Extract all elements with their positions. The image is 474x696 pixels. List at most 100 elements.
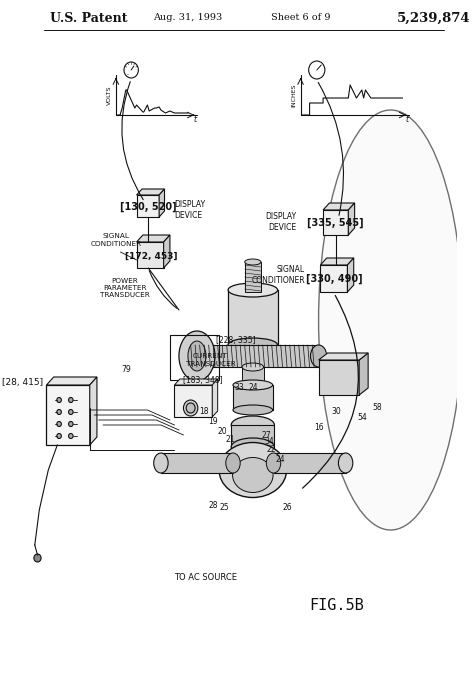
Bar [273, 453, 346, 473]
Text: 54: 54 [357, 413, 367, 422]
Circle shape [69, 422, 73, 427]
Polygon shape [137, 189, 164, 195]
Text: POWER
PARAMETER
TRANSDUCER: POWER PARAMETER TRANSDUCER [100, 278, 150, 298]
Text: 79: 79 [121, 365, 131, 374]
Text: 30: 30 [332, 407, 341, 416]
Bar [245, 262, 261, 292]
Text: VOLTS: VOLTS [107, 85, 112, 105]
Ellipse shape [154, 453, 168, 473]
Ellipse shape [188, 341, 206, 371]
Ellipse shape [319, 110, 463, 530]
Bar [174, 385, 212, 417]
Text: DISPLAY
DEVICE: DISPLAY DEVICE [265, 212, 296, 232]
Bar [242, 367, 264, 385]
Text: 58: 58 [373, 404, 382, 413]
Ellipse shape [266, 453, 281, 473]
Text: 34: 34 [264, 438, 274, 447]
Bar [137, 242, 164, 268]
Text: [330, 490]: [330, 490] [306, 274, 362, 284]
Circle shape [309, 61, 325, 79]
Circle shape [57, 409, 61, 415]
Text: SIGNAL
CONDITIONER: SIGNAL CONDITIONER [91, 233, 141, 246]
Ellipse shape [228, 283, 278, 297]
Polygon shape [164, 235, 170, 268]
Text: t: t [405, 116, 409, 125]
Polygon shape [348, 203, 355, 235]
Polygon shape [323, 203, 355, 210]
Ellipse shape [228, 338, 278, 352]
Ellipse shape [233, 380, 273, 390]
Bar [188, 345, 319, 367]
Bar [137, 195, 159, 217]
Polygon shape [159, 189, 164, 217]
Ellipse shape [233, 457, 273, 493]
Text: [228, 335]: [228, 335] [216, 335, 255, 345]
Polygon shape [359, 353, 368, 395]
Text: t: t [194, 116, 197, 125]
Text: Sheet 6 of 9: Sheet 6 of 9 [271, 13, 330, 22]
Ellipse shape [245, 259, 261, 265]
Circle shape [183, 400, 198, 416]
Text: TO AC SOURCE: TO AC SOURCE [174, 574, 237, 583]
Ellipse shape [179, 331, 215, 381]
Text: CURRENT
TRANSDUCER: CURRENT TRANSDUCER [186, 354, 236, 367]
Bar [323, 210, 348, 235]
Bar [161, 453, 233, 473]
Text: 25: 25 [219, 503, 229, 512]
Text: 24: 24 [276, 455, 285, 464]
Ellipse shape [231, 416, 274, 434]
Circle shape [57, 434, 61, 438]
Text: SIGNAL
CONDITIONER: SIGNAL CONDITIONER [251, 265, 305, 285]
Circle shape [57, 422, 61, 427]
Circle shape [124, 62, 138, 78]
Text: [335, 545]: [335, 545] [308, 218, 364, 228]
Text: 18: 18 [200, 407, 209, 416]
Polygon shape [347, 258, 354, 292]
Circle shape [69, 397, 73, 402]
Bar [233, 385, 273, 410]
Text: [183, 348]: [183, 348] [183, 376, 223, 384]
Text: [28, 415]: [28, 415] [2, 377, 43, 386]
Text: U.S. Patent: U.S. Patent [50, 12, 128, 24]
Ellipse shape [233, 405, 273, 415]
Bar [46, 385, 90, 445]
Ellipse shape [338, 453, 353, 473]
Polygon shape [212, 379, 218, 417]
Ellipse shape [310, 345, 327, 367]
Circle shape [186, 403, 195, 413]
Text: 28: 28 [209, 500, 218, 509]
Text: 33: 33 [235, 383, 244, 393]
Text: 27: 27 [262, 431, 271, 439]
Bar [320, 265, 347, 292]
Text: 5,239,874: 5,239,874 [397, 12, 471, 24]
Text: 20: 20 [218, 427, 227, 436]
Text: FIG.5B: FIG.5B [309, 599, 364, 613]
Text: 16: 16 [314, 423, 323, 432]
Polygon shape [319, 353, 368, 360]
Text: [130, 520]: [130, 520] [120, 202, 177, 212]
Text: DISPLAY
DEVICE: DISPLAY DEVICE [174, 200, 206, 220]
Ellipse shape [231, 438, 274, 456]
Bar [228, 290, 278, 345]
Polygon shape [320, 258, 354, 265]
Ellipse shape [180, 345, 196, 367]
Circle shape [57, 397, 61, 402]
Bar [170, 335, 219, 380]
Text: 21: 21 [226, 436, 235, 445]
Circle shape [34, 554, 41, 562]
Polygon shape [174, 379, 218, 385]
Circle shape [69, 434, 73, 438]
Polygon shape [90, 377, 97, 445]
Text: 19: 19 [209, 418, 218, 427]
Polygon shape [46, 377, 97, 385]
Ellipse shape [226, 453, 240, 473]
Polygon shape [137, 235, 170, 242]
Text: 26: 26 [282, 503, 292, 512]
Text: INCHES: INCHES [292, 84, 297, 106]
Text: 22: 22 [267, 445, 276, 454]
Circle shape [69, 409, 73, 415]
Ellipse shape [242, 363, 264, 371]
Bar [319, 360, 359, 395]
Text: 24: 24 [249, 383, 258, 393]
Text: Aug. 31, 1993: Aug. 31, 1993 [153, 13, 223, 22]
